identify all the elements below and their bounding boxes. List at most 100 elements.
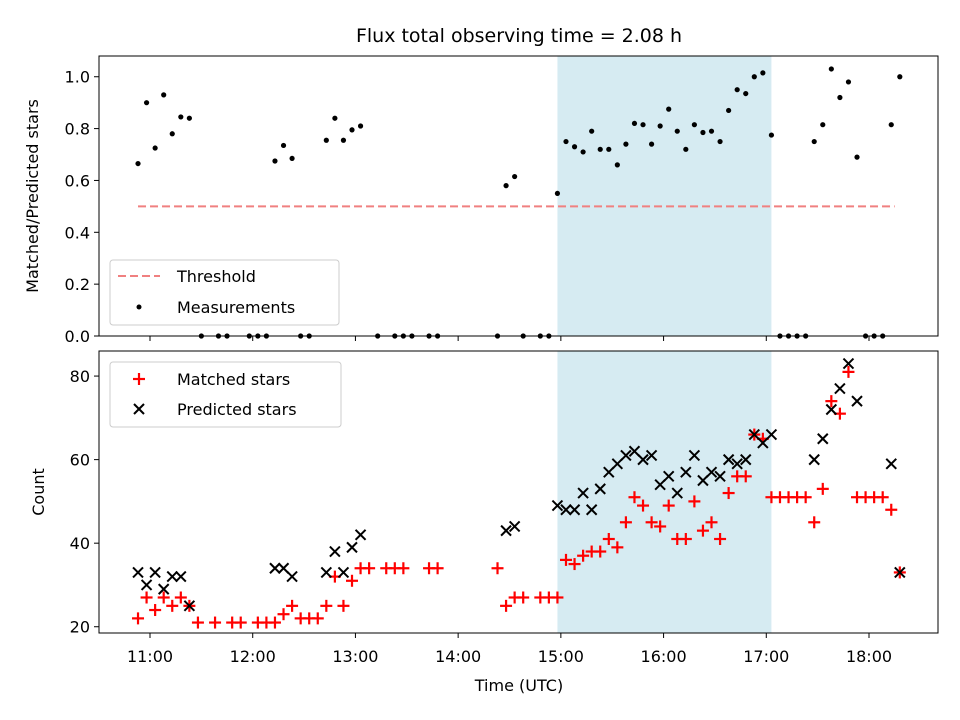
legend-measurements-label: Measurements (177, 298, 295, 317)
predicted-star-point (329, 545, 341, 558)
measurement-point (503, 183, 509, 189)
measurement-point (589, 128, 595, 134)
predicted-star-point (637, 453, 649, 466)
predicted-star-point (585, 504, 598, 516)
bottom-y-tick-label: 20 (70, 618, 90, 637)
matched-star-point (132, 612, 145, 625)
predicted-star-point (560, 504, 572, 516)
predicted-star-point (175, 570, 187, 583)
measurement-point (332, 115, 338, 121)
predicted-star-point (757, 437, 769, 449)
predicted-star-point (705, 466, 718, 478)
matched-star-point (714, 533, 727, 545)
measurement-point (357, 123, 364, 129)
measurement-point (349, 127, 355, 133)
measurement-point (623, 141, 629, 147)
matched-star-point (157, 591, 170, 604)
measurement-point (743, 90, 749, 97)
matched-star-point (654, 520, 667, 533)
predicted-star-point (825, 403, 838, 416)
matched-star-point (517, 591, 530, 604)
predicted-star-point (337, 566, 350, 579)
measurement-point (554, 190, 561, 197)
measurement-point (811, 138, 817, 145)
measurement-point (571, 144, 578, 150)
matched-star-point (679, 533, 692, 545)
measurement-point (340, 137, 347, 143)
predicted-star-point (277, 562, 290, 574)
measurement-point (614, 162, 620, 168)
matched-star-point (431, 562, 444, 575)
measurement-point (272, 158, 278, 164)
measurement-point (580, 149, 586, 155)
measurement-point (640, 122, 646, 128)
matched-star-point (234, 616, 247, 629)
matched-star-point (397, 562, 410, 575)
matched-star-point (577, 549, 590, 562)
matched-star-point (619, 516, 632, 529)
measurement-point (888, 122, 894, 128)
predicted-star-point (183, 600, 196, 612)
measurement-point (631, 120, 638, 127)
predicted-star-point (748, 428, 761, 441)
measurement-point (169, 131, 175, 137)
measurement-point (323, 137, 329, 143)
top-y-axis-label: Matched/Predicted stars (23, 99, 42, 293)
legend-matched-label: Matched stars (177, 370, 290, 389)
x-tick-label: 15:00 (538, 647, 584, 666)
measurement-point (854, 154, 860, 160)
bottom-legend: Matched stars Predicted stars (109, 361, 342, 428)
bottom-y-tick-label: 80 (70, 367, 90, 386)
matched-star-point (140, 591, 153, 604)
top-y-tick-label: 0.0 (65, 327, 90, 346)
measurement-point (161, 92, 167, 98)
matched-star-point (346, 574, 359, 587)
measurement-point (648, 141, 655, 147)
predicted-star-point (645, 449, 658, 462)
predicted-star-point (834, 382, 846, 395)
predicted-star-point (320, 566, 333, 579)
matched-star-point (286, 599, 299, 612)
measurement-point (768, 132, 775, 138)
legend-measurements-swatch (136, 304, 142, 310)
matched-star-point (688, 495, 701, 508)
chart-title: Flux total observing time = 2.08 h (356, 25, 682, 47)
matched-star-point (885, 503, 898, 516)
predicted-star-point (140, 579, 153, 591)
x-tick-label: 18:00 (846, 647, 892, 666)
matched-star-point (662, 499, 675, 512)
matched-star-point (696, 524, 709, 537)
top-y-tick-label: 1.0 (65, 68, 90, 87)
bottom-highlight-band (557, 351, 772, 633)
predicted-star-point (132, 566, 144, 579)
matched-star-point (825, 395, 838, 408)
measurement-point (897, 74, 903, 80)
matched-star-point (876, 491, 889, 504)
measurement-point (280, 142, 287, 149)
predicted-star-point (354, 529, 367, 541)
measurement-point (708, 128, 715, 134)
measurement-point (691, 122, 697, 128)
matched-star-point (209, 616, 222, 629)
measurement-point (674, 128, 680, 134)
measurement-point (828, 66, 834, 72)
predicted-star-point (722, 453, 735, 466)
predicted-star-point (654, 478, 666, 491)
predicted-star-point (594, 483, 606, 495)
top-panel: 0.0 0.2 0.4 0.6 0.8 1.0 Matched/Predicted sta… (23, 55, 939, 346)
matched-star-point (277, 608, 290, 621)
measurement-point (178, 114, 184, 120)
top-highlight-band (557, 56, 772, 336)
matched-star-point (491, 562, 504, 575)
top-y-tick-label: 0.2 (65, 275, 90, 294)
x-tick-label: 11:00 (127, 647, 173, 666)
matched-star-point (337, 599, 350, 612)
bottom-plot-frame (98, 350, 939, 634)
x-tick-label: 16:00 (641, 647, 687, 666)
predicted-star-point (149, 566, 161, 579)
measurement-point (820, 122, 826, 128)
predicted-star-point (731, 458, 743, 470)
predicted-star-point (166, 570, 178, 583)
measurement-point (700, 129, 706, 136)
